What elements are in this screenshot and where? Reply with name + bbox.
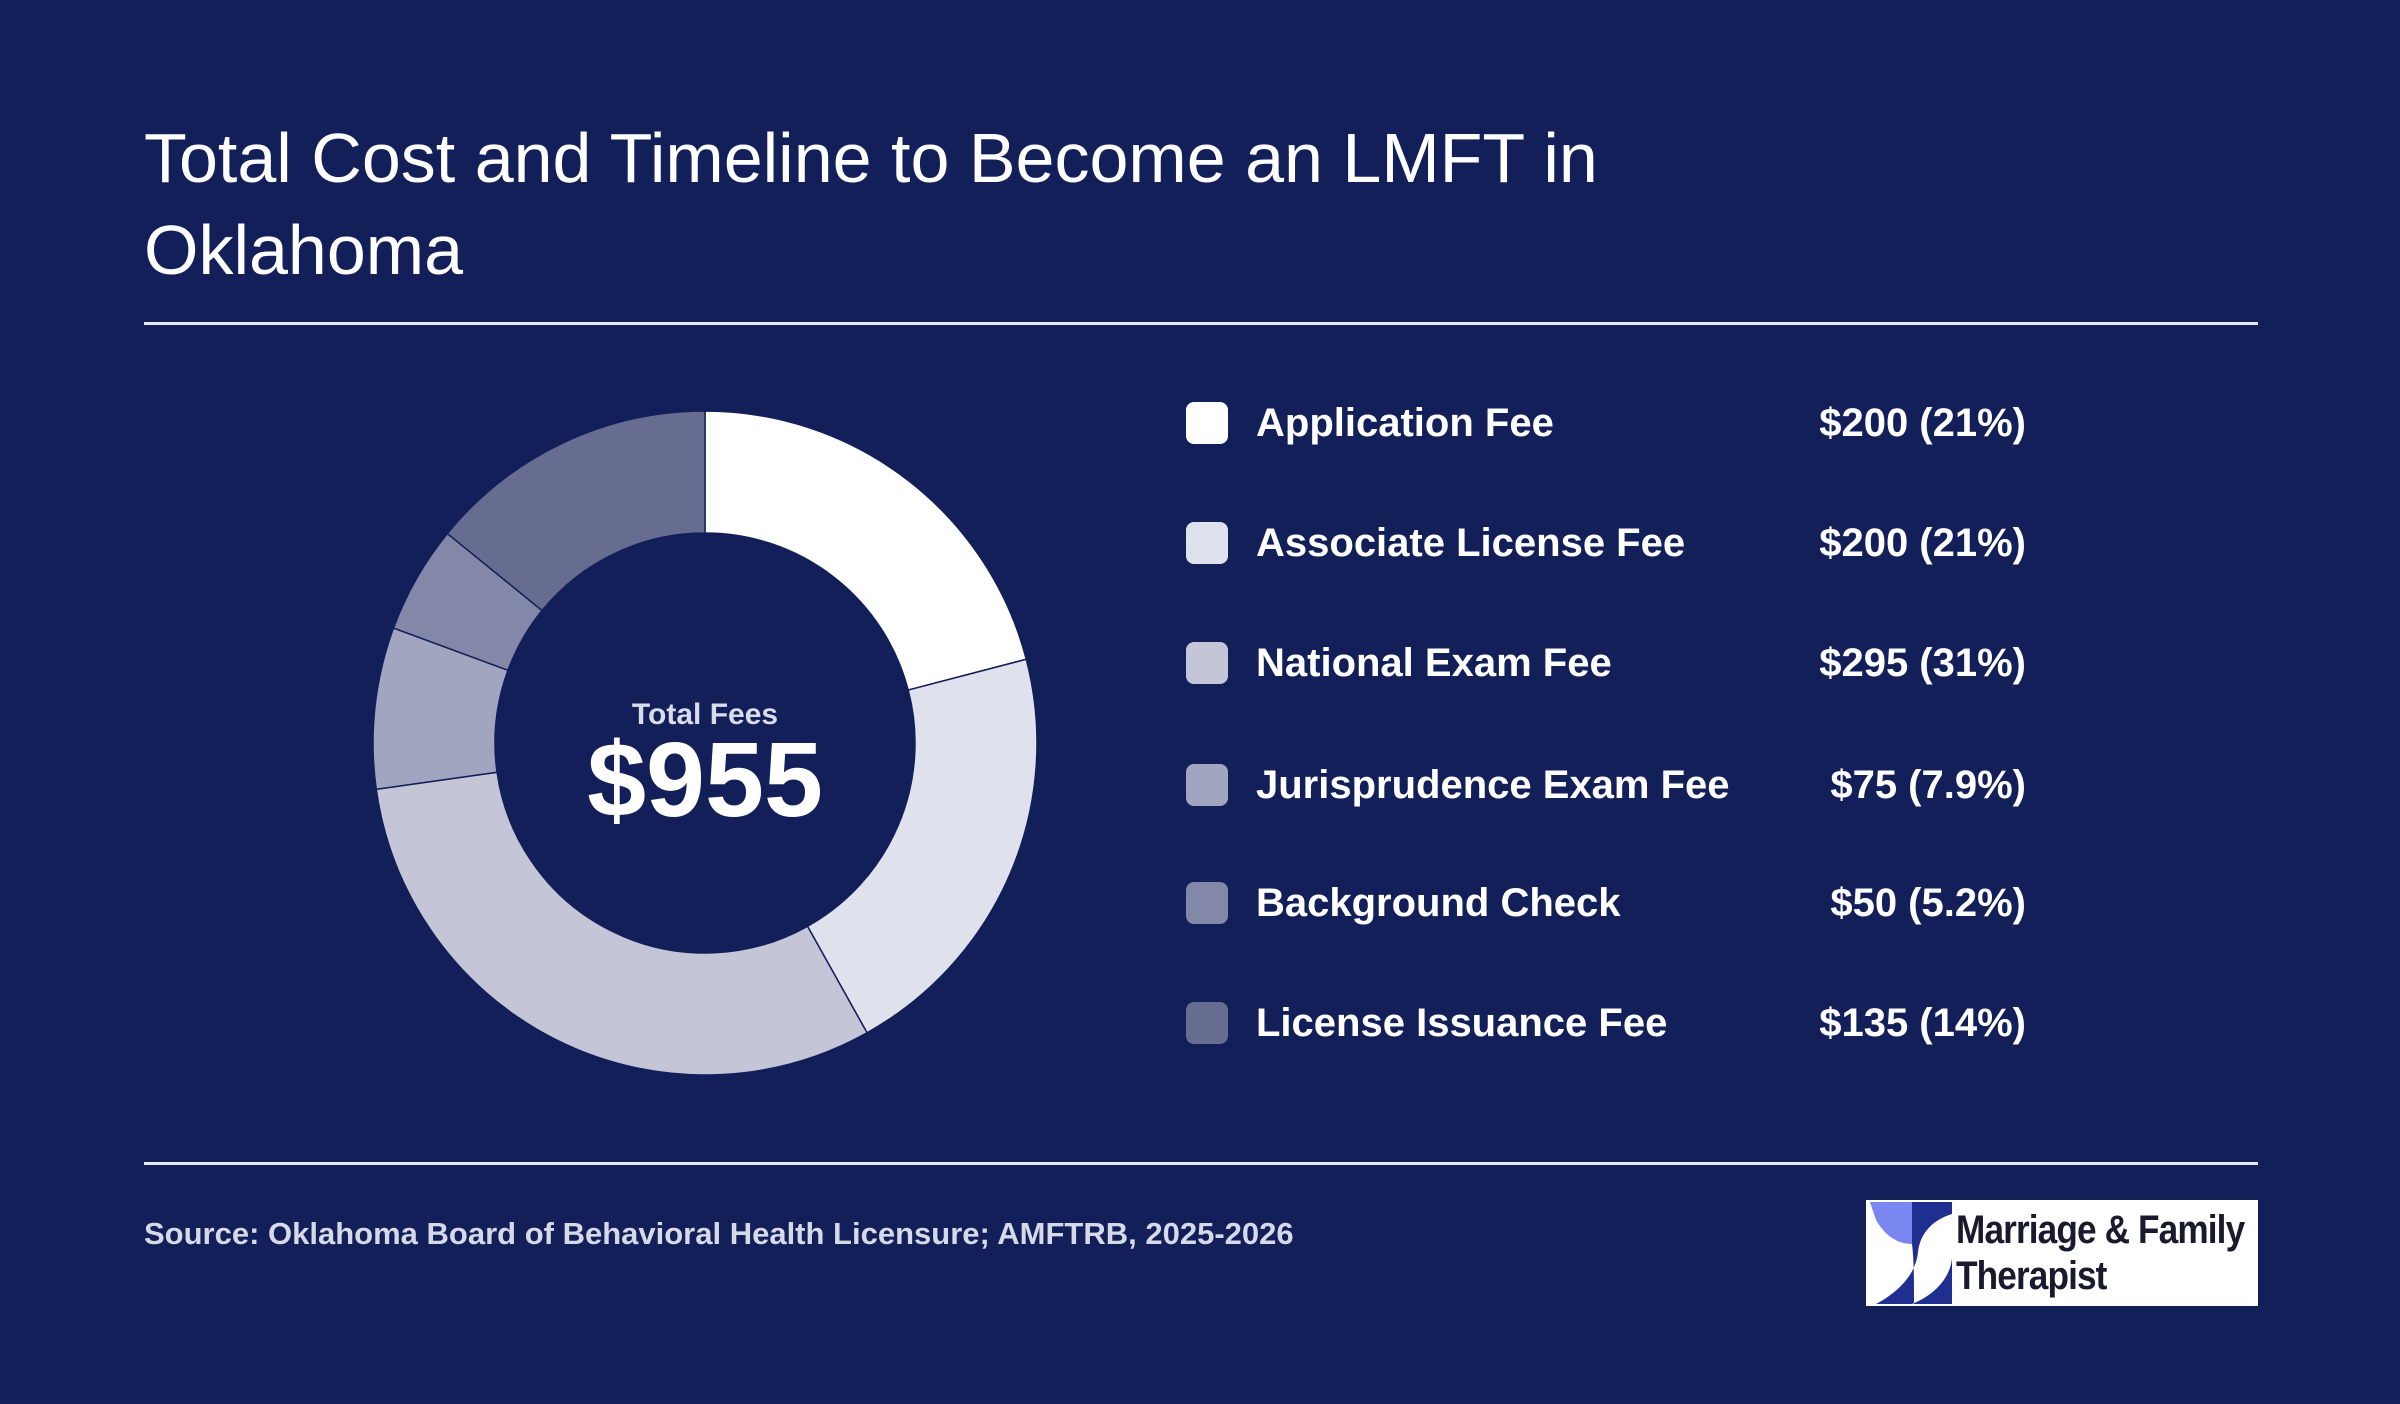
legend-item-national-exam-fee: National Exam Fee $295 (31%) <box>1186 608 2026 718</box>
logo-line-1: Marriage & Family <box>1956 1208 2245 1252</box>
donut-center-caption: Total Fees <box>631 698 779 731</box>
legend-label: Associate License Fee <box>1256 521 1686 565</box>
legend-swatch <box>1186 764 1228 806</box>
brand-logo: Marriage & Family Therapist <box>1866 1200 2258 1306</box>
legend-label: Application Fee <box>1256 401 1554 445</box>
legend-label: License Issuance Fee <box>1256 1001 1668 1045</box>
logo-line-2: Therapist <box>1956 1254 2107 1298</box>
donut-slice-associate-license-fee <box>806 658 1038 1034</box>
legend-swatch <box>1186 642 1228 684</box>
donut-slice-national-exam-fee <box>375 771 869 1076</box>
legend-swatch <box>1186 1002 1228 1044</box>
legend-value: $135 (14%) <box>1819 1000 2026 1045</box>
footer-divider <box>144 1162 2258 1165</box>
legend-item-jurisprudence-exam-fee: Jurisprudence Exam Fee $75 (7.9%) <box>1186 730 2026 840</box>
legend-value: $200 (21%) <box>1819 400 2026 445</box>
legend-label: National Exam Fee <box>1256 641 1612 685</box>
legend-item-associate-license-fee: Associate License Fee $200 (21%) <box>1186 488 2026 598</box>
legend-item-background-check: Background Check $50 (5.2%) <box>1186 848 2026 958</box>
legend-item-application-fee: Application Fee $200 (21%) <box>1186 368 2026 478</box>
donut-center-total: $955 <box>587 721 823 839</box>
legend-swatch <box>1186 522 1228 564</box>
legend-value: $295 (31%) <box>1819 640 2026 685</box>
legend-value: $75 (7.9%) <box>1830 762 2026 807</box>
legend-item-license-issuance-fee: License Issuance Fee $135 (14%) <box>1186 968 2026 1078</box>
legend-value: $50 (5.2%) <box>1830 880 2026 925</box>
logo-wordmark: Marriage & Family Therapist <box>1956 1207 2245 1299</box>
source-note: Source: Oklahoma Board of Behavioral Hea… <box>144 1216 1294 1251</box>
donut-slice-license-issuance-fee <box>446 410 706 612</box>
legend-swatch <box>1186 882 1228 924</box>
title-divider <box>144 322 2258 325</box>
legend-swatch <box>1186 402 1228 444</box>
donut-slice-application-fee <box>704 410 1028 691</box>
legend-value: $200 (21%) <box>1819 520 2026 565</box>
logo-mark-icon <box>1870 1202 1952 1304</box>
legend-label: Background Check <box>1256 881 1621 925</box>
legend-label: Jurisprudence Exam Fee <box>1256 763 1730 807</box>
page-title: Total Cost and Timeline to Become an LMF… <box>144 119 1598 289</box>
